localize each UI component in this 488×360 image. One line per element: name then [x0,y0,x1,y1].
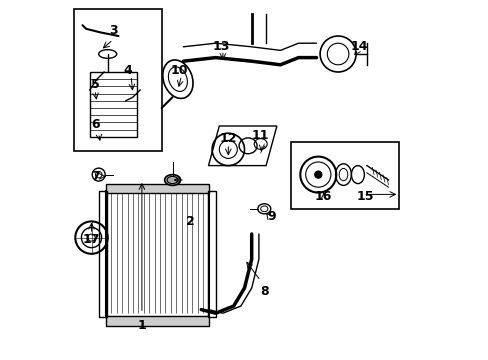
Bar [106,316,208,326]
Text: 8: 8 [260,285,268,298]
Text: 11: 11 [251,129,269,141]
Bar [106,184,208,193]
Bar [89,72,136,137]
Text: 4: 4 [123,64,132,77]
Text: 5: 5 [91,78,99,91]
Ellipse shape [164,175,180,185]
Text: 16: 16 [314,190,332,203]
Text: 1: 1 [137,319,146,332]
Bar [73,9,162,151]
Text: 13: 13 [212,40,229,53]
Text: 15: 15 [356,190,373,203]
Text: 7: 7 [91,170,99,183]
Text: 3: 3 [108,24,117,37]
Text: 6: 6 [91,118,99,131]
Text: 2: 2 [186,215,195,228]
Bar [291,142,399,209]
Bar [106,191,208,317]
Bar [207,191,215,317]
Text: 17: 17 [82,233,100,246]
Circle shape [314,171,321,178]
Text: 9: 9 [266,210,275,222]
Text: 10: 10 [171,64,188,77]
Bar [99,191,106,317]
Text: 12: 12 [219,132,237,145]
Text: 14: 14 [350,40,367,53]
